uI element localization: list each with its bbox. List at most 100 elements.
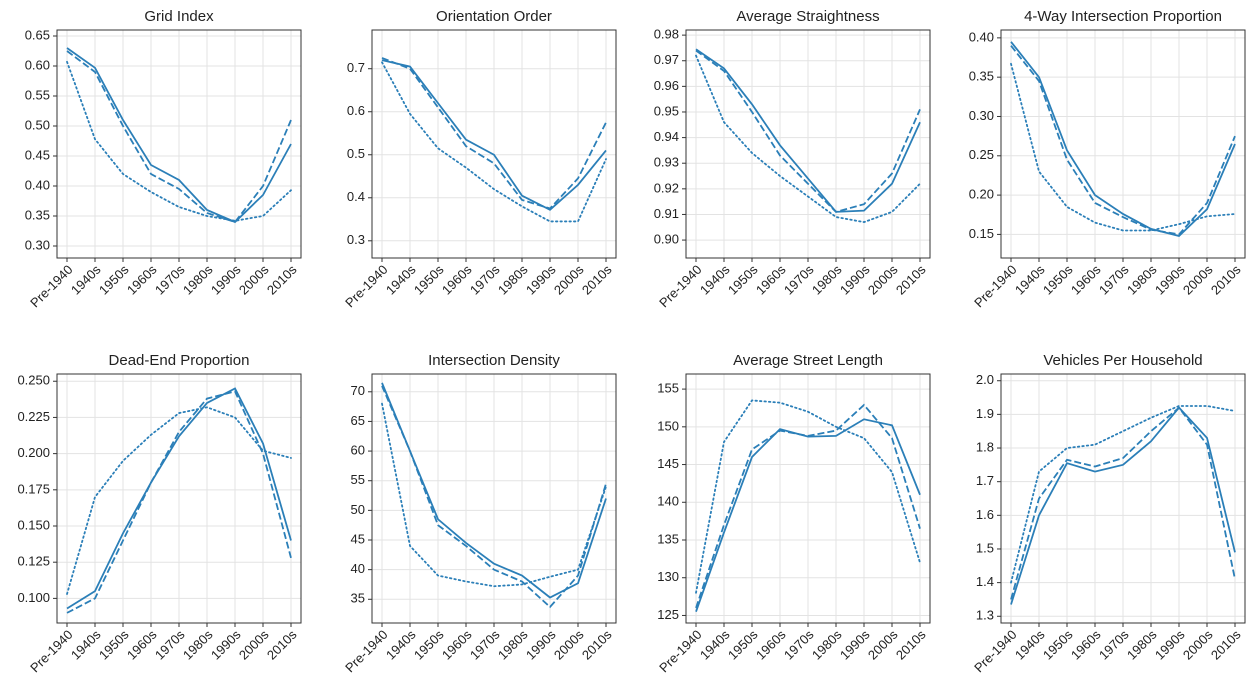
y-tick-label: 135 <box>657 531 679 546</box>
x-tick-label: 1940s <box>1012 262 1048 298</box>
y-tick-label: 0.6 <box>347 103 365 118</box>
x-tick-label: 2010s <box>893 262 929 298</box>
y-tick-label: 0.100 <box>17 590 50 605</box>
plot-frame <box>56 29 302 259</box>
chart-title: Average Straightness <box>736 8 879 25</box>
chart-title: Intersection Density <box>428 352 560 369</box>
data-line <box>381 59 607 211</box>
data-line <box>66 387 292 610</box>
y-tick-label: 0.150 <box>17 517 50 532</box>
plot-frame <box>371 373 617 624</box>
y-tick-label: 0.5 <box>347 146 365 161</box>
x-tick-label: 2000s <box>551 627 587 663</box>
y-tick-label: 0.97 <box>654 52 679 67</box>
y-tick-label: 0.3 <box>347 232 365 247</box>
x-tick-label: 1970s <box>467 627 503 663</box>
x-tick-label: 1950s <box>725 262 761 298</box>
x-tick-label: 1960s <box>439 262 475 298</box>
y-tick-label: 1.5 <box>976 540 994 555</box>
y-tick-label: 1.8 <box>976 439 994 454</box>
x-tick-label: 1990s <box>1152 262 1188 298</box>
data-line <box>695 49 921 213</box>
x-tick-label: 1940s <box>68 262 104 298</box>
x-tick-label: 1990s <box>1152 627 1188 663</box>
x-tick-label: 1940s <box>68 627 104 663</box>
x-tick-label: 2010s <box>579 262 615 298</box>
x-tick-label: 1980s <box>495 262 531 298</box>
y-tick-label: 0.35 <box>25 207 50 222</box>
plot-frame <box>1000 373 1246 624</box>
y-tick-label: 0.91 <box>654 206 679 221</box>
y-tick-label: 130 <box>657 569 679 584</box>
data-line <box>381 61 607 223</box>
y-tick-label: 155 <box>657 381 679 396</box>
x-tick-label: 1950s <box>1040 627 1076 663</box>
data-line <box>1010 45 1236 236</box>
x-tick-label: 1940s <box>383 627 419 663</box>
y-tick-label: 0.50 <box>25 117 50 132</box>
x-tick-label: 1960s <box>753 627 789 663</box>
y-tick-label: 1.4 <box>976 574 994 589</box>
y-tick-label: 0.30 <box>969 108 994 123</box>
y-tick-label: 145 <box>657 456 679 471</box>
x-tick-label: 1980s <box>1124 262 1160 298</box>
y-tick-label: 0.250 <box>17 373 50 388</box>
x-tick-label: 1960s <box>1068 627 1104 663</box>
y-tick-label: 0.45 <box>25 147 50 162</box>
x-tick-label: 2000s <box>236 627 272 663</box>
chart-title: Orientation Order <box>436 8 552 25</box>
x-tick-label: 1950s <box>96 262 132 298</box>
x-tick-label: 1990s <box>208 262 244 298</box>
y-tick-label: 0.55 <box>25 87 50 102</box>
x-tick-label: 1960s <box>439 627 475 663</box>
x-tick-label: 1970s <box>152 627 188 663</box>
x-tick-label: 1970s <box>1096 627 1132 663</box>
y-tick-label: 0.125 <box>17 554 50 569</box>
y-tick-label: 0.96 <box>654 78 679 93</box>
x-tick-label: 1980s <box>495 627 531 663</box>
data-line <box>381 385 607 609</box>
data-line <box>66 390 292 614</box>
x-tick-label: 1950s <box>411 262 447 298</box>
x-tick-label: 1940s <box>383 262 419 298</box>
x-tick-label: 1950s <box>725 627 761 663</box>
chart-title: Dead-End Proportion <box>109 352 250 369</box>
x-tick-label: 1940s <box>697 627 733 663</box>
data-line <box>1010 406 1236 605</box>
x-tick-label: 1940s <box>1012 627 1048 663</box>
x-tick-label: 1980s <box>809 262 845 298</box>
y-tick-label: 2.0 <box>976 372 994 387</box>
x-tick-label: 1990s <box>837 627 873 663</box>
x-tick-label: 2010s <box>264 262 300 298</box>
data-line <box>381 57 607 210</box>
x-tick-label: 1970s <box>1096 262 1132 298</box>
y-tick-label: 0.30 <box>25 237 50 252</box>
y-tick-label: 0.35 <box>969 69 994 84</box>
y-tick-label: 0.65 <box>25 27 50 42</box>
chart-title: Grid Index <box>144 8 214 25</box>
x-tick-label: 1980s <box>1124 627 1160 663</box>
plot-frame <box>56 373 302 624</box>
y-tick-label: 0.20 <box>969 187 994 202</box>
y-tick-label: 0.93 <box>654 155 679 170</box>
chart-title: Average Street Length <box>733 352 883 369</box>
y-tick-label: 70 <box>351 383 365 398</box>
y-tick-label: 0.175 <box>17 481 50 496</box>
y-tick-label: 0.225 <box>17 409 50 424</box>
x-tick-label: 2000s <box>551 262 587 298</box>
y-tick-label: 35 <box>351 591 365 606</box>
x-tick-label: 1950s <box>96 627 132 663</box>
data-line <box>695 54 921 224</box>
data-line <box>1010 406 1236 600</box>
y-tick-label: 0.60 <box>25 57 50 72</box>
x-tick-label: 1970s <box>781 627 817 663</box>
data-line <box>1010 405 1236 584</box>
x-tick-label: 1990s <box>523 262 559 298</box>
y-tick-label: 0.40 <box>25 177 50 192</box>
plot-frame <box>371 29 617 259</box>
x-tick-label: 2010s <box>1208 262 1244 298</box>
y-tick-label: 0.98 <box>654 27 679 42</box>
y-tick-label: 0.7 <box>347 60 365 75</box>
